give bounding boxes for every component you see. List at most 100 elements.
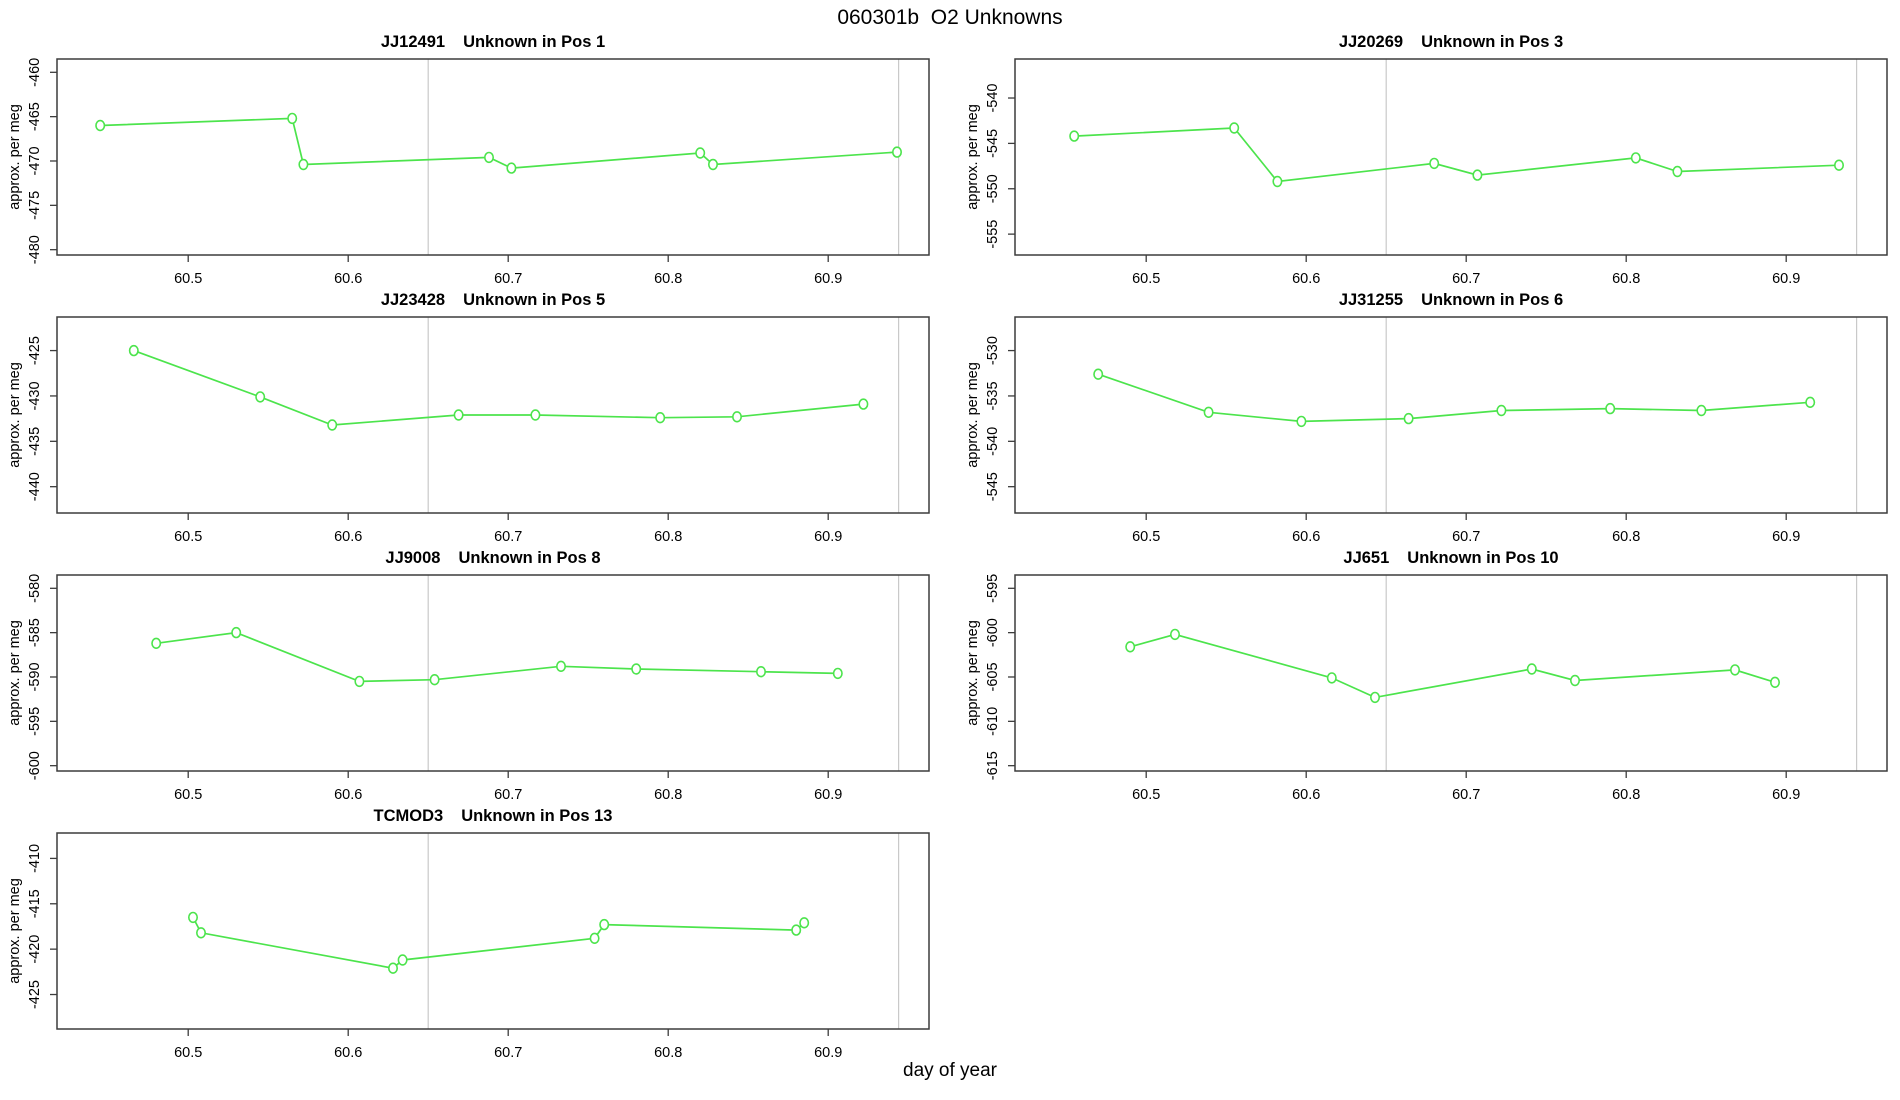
x-axis: 60.5 60.6 60.7 60.8 60.9 [1132,771,1800,803]
data-point-marker [287,112,298,125]
data-point-marker [695,147,706,159]
data-line [192,917,805,970]
data-point-marker [1093,368,1104,380]
data-point-marker [891,146,902,158]
data-point-marker [483,151,494,164]
panel-jj20269: 60.5 60.6 60.7 60.8 60.9 -555 -550 -545 -540appr… [965,33,1888,287]
y-tick-label: -585 [27,618,43,647]
x-tick-label: 60.8 [654,271,682,287]
y-axis: -440 -435 -430 -425 [27,336,57,501]
data-point-marker [196,927,207,939]
x-tick-label: 60.7 [494,529,522,545]
data-point-marker [231,626,242,639]
x-tick-label: 60.9 [1772,271,1800,287]
panel-jj12491: 60.5 60.6 60.7 60.8 60.9 -480 -475 -470 -465 -460… [7,33,930,287]
data-point-marker [1229,122,1240,134]
plot-box [56,316,930,514]
y-tick-label: -410 [27,844,43,873]
y-axis-title: approx. per meg [7,620,23,726]
x-tick-label: 60.5 [1132,271,1160,287]
x-tick-label: 60.7 [494,1045,522,1061]
y-tick-label: -615 [985,751,1001,780]
y-axis: -480 -475 -470 -465 -460 [27,58,57,264]
x-axis: 60.5 60.6 60.7 60.8 60.9 [174,771,842,803]
plot-box [56,574,930,772]
x-tick-label: 60.6 [334,1045,362,1061]
panel-tcmod3: 60.5 60.6 60.7 60.8 60.9 -425 -420 -415 -410appr… [7,807,930,1061]
panel-title: TCMOD3 Unknown in Pos 13 [374,807,613,825]
data-point-marker [655,412,666,424]
plot-box [1014,58,1888,256]
data-point-marker [1834,159,1845,171]
panel-title: JJ12491 Unknown in Pos 1 [381,33,605,51]
x-tick-label: 60.6 [1292,787,1320,803]
panel-title-sample: TCMOD3 [374,807,444,825]
x-tick-label: 60.5 [174,1045,202,1061]
data-point-marker [599,918,610,931]
y-tick-label: -535 [985,381,1001,410]
panel-title-sample: JJ20269 [1339,33,1403,51]
data-point-marker [1630,152,1641,164]
data-point-marker [95,119,106,132]
panel-jj651: 60.5 60.6 60.7 60.8 60.9 -615 -610 -605 -600 -595… [965,549,1888,803]
panel-title: JJ20269 Unknown in Pos 3 [1339,33,1563,51]
data-point-marker [1805,396,1816,408]
y-tick-label: -600 [985,618,1001,647]
data-point-marker [731,411,742,423]
y-tick-label: -475 [27,191,43,220]
x-axis: 60.5 60.6 60.7 60.8 60.9 [1132,513,1800,545]
panel-title-sample: JJ9008 [385,549,440,567]
y-tick-label: -580 [27,574,43,603]
y-tick-label: -460 [27,58,43,87]
x-tick-label: 60.8 [1612,529,1640,545]
y-tick-label: -435 [27,427,43,456]
data-point-marker [397,954,408,966]
x-tick-label: 60.6 [334,787,362,803]
x-tick-label: 60.7 [1452,529,1480,545]
y-tick-label: -595 [985,574,1001,603]
x-tick-label: 60.9 [814,1045,842,1061]
data-point-marker [832,667,843,680]
x-tick-label: 60.6 [1292,271,1320,287]
x-tick-label: 60.5 [1132,529,1160,545]
data-point-marker [298,158,309,171]
panel-title-sample: JJ12491 [381,33,445,51]
y-tick-label: -480 [27,235,43,264]
data-line [100,117,898,169]
panel-title-label: Unknown in Pos 8 [458,549,600,567]
y-axis-title: approx. per meg [965,362,981,468]
data-markers [1093,368,1816,428]
data-line [1074,127,1840,183]
y-tick-label: -540 [985,84,1001,113]
plot-box [1014,574,1888,772]
y-axis: -425 -420 -415 -410 [27,844,57,1009]
panel-title-sample: JJ31255 [1339,291,1403,309]
y-tick-label: -530 [985,336,1001,365]
data-point-marker [188,911,199,924]
panel-title-label: Unknown in Pos 13 [461,807,612,825]
panel-jj23428: 60.5 60.6 60.7 60.8 60.9 -440 -435 -430 -425appr… [7,291,930,545]
data-point-marker [1429,157,1440,170]
y-tick-label: -545 [985,129,1001,158]
data-point-marker [589,932,600,944]
data-line [156,631,838,683]
data-point-marker [1472,169,1483,181]
plot-box [56,58,930,256]
data-point-marker [1326,672,1337,684]
panel-title-label: Unknown in Pos 5 [463,291,605,309]
x-tick-label: 60.7 [1452,787,1480,803]
y-axis: -555 -550 -545 -540 [985,84,1015,249]
x-tick-label: 60.8 [1612,271,1640,287]
data-point-marker [1125,641,1136,653]
y-axis-title: approx. per meg [7,878,23,984]
y-tick-label: -540 [985,427,1001,456]
x-axis: 60.5 60.6 60.7 60.8 60.9 [174,513,842,545]
data-point-marker [707,158,718,171]
data-point-marker [858,398,869,410]
x-tick-label: 60.9 [814,529,842,545]
panel-title-label: Unknown in Pos 3 [1421,33,1563,51]
y-tick-label: -415 [27,889,43,918]
x-tick-label: 60.9 [1772,787,1800,803]
x-tick-label: 60.7 [1452,271,1480,287]
